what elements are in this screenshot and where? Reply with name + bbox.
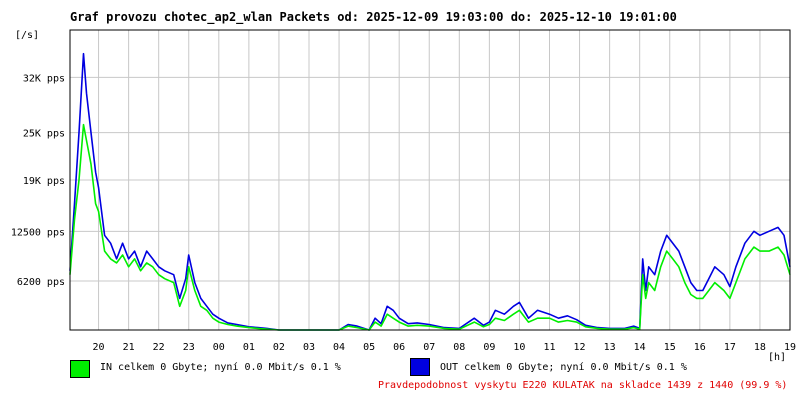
- x-tick-label: 05: [363, 342, 375, 353]
- grid-lines: [70, 30, 791, 330]
- series-lines: [69, 52, 791, 331]
- x-tick-label: 02: [273, 342, 285, 353]
- x-tick-label: 18: [754, 342, 766, 353]
- x-tick-label: 12: [574, 342, 586, 353]
- x-tick-label: 00: [213, 342, 225, 353]
- out-legend-label: OUT celkem 0 Gbyte; nyní 0.0 Mbit/s 0.1 …: [440, 362, 687, 373]
- x-tick-label: 11: [543, 342, 555, 353]
- y-tick-label: 6200 pps: [17, 277, 65, 288]
- out-legend-swatch: [410, 358, 430, 376]
- y-tick-label: 12500 pps: [11, 227, 65, 238]
- x-tick-label: 20: [93, 342, 105, 353]
- x-tick-label: 10: [513, 342, 525, 353]
- x-tick-label: 07: [423, 342, 435, 353]
- x-tick-label: 19: [784, 342, 796, 353]
- plot-frame: [69, 29, 791, 331]
- x-tick-label: 23: [183, 342, 195, 353]
- chart-title: Graf provozu chotec_ap2_wlan Packets od:…: [70, 10, 677, 24]
- x-tick-label: 17: [724, 342, 736, 353]
- x-tick-label: 03: [303, 342, 315, 353]
- x-tick-label: 13: [604, 342, 616, 353]
- x-tick-label: 06: [393, 342, 405, 353]
- in-legend-swatch: [70, 360, 90, 378]
- y-tick-label: 32K pps: [23, 73, 65, 84]
- x-tick-label: 08: [453, 342, 465, 353]
- x-tick-label: 04: [333, 342, 345, 353]
- x-tick-label: 15: [664, 342, 676, 353]
- x-axis-ticks: 20 21 22 23 00 01 02 03 04 05 06 07 08 09 10 11 12 13 14 15…: [93, 342, 796, 353]
- y-axis-unit: [/s]: [15, 30, 40, 41]
- probability-note: Pravdepodobnost vyskytu E220 KULATAK na …: [378, 380, 788, 391]
- y-axis-ticks: 6200 pps 12500 pps 19K pps 25K pps 32K pps: [11, 73, 65, 288]
- in-series-line: [69, 123, 791, 331]
- x-tick-label: 21: [123, 342, 135, 353]
- x-tick-label: 14: [634, 342, 646, 353]
- x-tick-label: 22: [153, 342, 165, 353]
- y-tick-label: 19K pps: [23, 176, 65, 187]
- in-legend-label: IN celkem 0 Gbyte; nyní 0.0 Mbit/s 0.1 %: [100, 362, 341, 373]
- x-tick-label: 16: [694, 342, 706, 353]
- x-axis-unit: [h]: [768, 352, 786, 363]
- x-tick-label: 01: [243, 342, 255, 353]
- out-series-line: [69, 52, 791, 331]
- y-tick-label: 25K pps: [23, 129, 65, 140]
- x-tick-label: 09: [483, 342, 495, 353]
